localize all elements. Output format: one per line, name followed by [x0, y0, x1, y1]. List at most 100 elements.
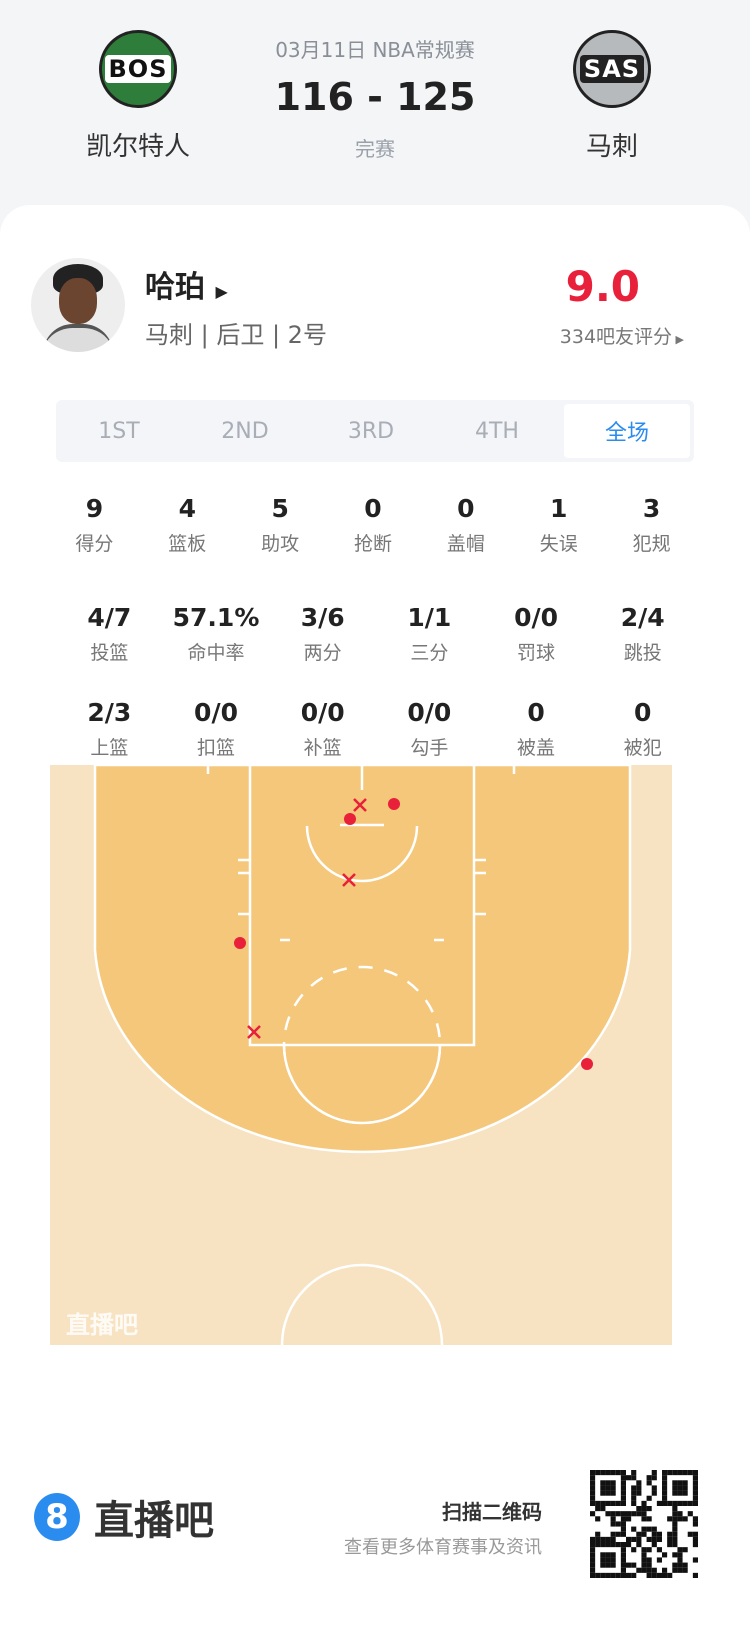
- stat-label: 被犯: [623, 737, 662, 759]
- stat-助攻: 5 助攻: [234, 494, 327, 556]
- tab-2nd[interactable]: 2ND: [221, 418, 269, 444]
- player-rating: 9.0: [565, 262, 640, 311]
- brand-name: 直播吧: [94, 1498, 214, 1544]
- missed-shot-marker: [247, 1025, 261, 1039]
- player-info: 马刺 | 后卫 | 2号: [145, 321, 327, 349]
- stats-row-basic: 9 得分 4 篮板 5 助攻 0 抢断 0 盖帽 1 失误 3 犯规: [48, 494, 698, 556]
- rating-count-link[interactable]: 334吧友评分 ▶: [559, 326, 684, 348]
- stat-label: 三分: [410, 642, 449, 664]
- stat-label: 两分: [303, 642, 342, 664]
- restricted-arc: [305, 825, 419, 883]
- court-watermark: 直播吧: [66, 1311, 138, 1339]
- match-score: 116 - 125: [274, 75, 476, 119]
- stat-label: 跳投: [623, 642, 662, 664]
- stat-跳投: 2/4 跳投: [589, 603, 696, 665]
- three-point-area: [93, 765, 632, 1154]
- stat-扣篮: 0/0 扣篮: [163, 698, 270, 760]
- stat-罚球: 0/0 罚球: [483, 603, 590, 665]
- stat-value: 2/4: [620, 603, 665, 632]
- made-shot-marker: [344, 813, 356, 825]
- stat-value: 0: [527, 698, 545, 727]
- stats-row-shot-types: 2/3 上篮 0/0 扣篮 0/0 补篮 0/0 勾手 0 被盖 0 被犯: [56, 698, 696, 760]
- missed-shot-marker: [353, 798, 367, 812]
- match-info: 03月11日 NBA常规赛 116 - 125 完赛: [225, 34, 525, 162]
- stat-命中率: 57.1% 命中率: [163, 603, 270, 665]
- stat-label: 上篮: [90, 737, 129, 759]
- qr-code[interactable]: [590, 1468, 698, 1580]
- caret-right-icon: ▶: [215, 282, 228, 301]
- away-team-logo: SAS: [573, 30, 651, 108]
- stat-盖帽: 0 盖帽: [419, 494, 512, 556]
- stat-value: 9: [85, 494, 104, 523]
- match-status: 完赛: [355, 137, 395, 161]
- stat-label: 投篮: [90, 642, 129, 664]
- stat-value: 2/3: [87, 698, 132, 727]
- free-throw-circle-bottom: [282, 1044, 442, 1125]
- period-tabs: 1ST 2ND 3RD 4TH 全场: [56, 400, 694, 462]
- stat-label: 被盖: [517, 737, 556, 759]
- stat-label: 命中率: [187, 642, 245, 664]
- stat-抢断: 0 抢断: [327, 494, 420, 556]
- stat-篮板: 4 篮板: [141, 494, 234, 556]
- away-team[interactable]: SAS 马刺: [532, 30, 692, 163]
- stat-失误: 1 失误: [512, 494, 605, 556]
- stat-label: 助攻: [261, 533, 300, 555]
- home-team-name: 凯尔特人: [85, 132, 190, 162]
- home-team-logo: BOS: [99, 30, 177, 108]
- stat-被犯: 0 被犯: [589, 698, 696, 760]
- made-shot-marker: [388, 798, 400, 810]
- stat-label: 犯规: [632, 533, 671, 555]
- stat-value: 0: [457, 494, 475, 523]
- player-name-link[interactable]: 哈珀 ▶: [145, 262, 228, 306]
- stat-value: 0/0: [194, 698, 238, 727]
- stat-value: 0/0: [407, 698, 452, 727]
- stat-label: 补篮: [303, 737, 342, 759]
- scan-qr-label: 扫描二维码: [442, 1500, 542, 1524]
- tab-full-game[interactable]: 全场: [564, 404, 690, 458]
- caret-right-icon: ▶: [672, 333, 684, 346]
- stat-value: 5: [271, 494, 289, 523]
- stat-value: 0: [633, 698, 652, 727]
- stat-label: 扣篮: [197, 737, 236, 759]
- footer-text: 扫描二维码 查看更多体育赛事及资讯: [344, 1496, 542, 1559]
- tab-3rd[interactable]: 3RD: [347, 418, 395, 444]
- stat-label: 盖帽: [446, 533, 485, 555]
- match-date-league: 03月11日 NBA常规赛: [275, 38, 475, 62]
- stat-value: 0/0: [514, 603, 558, 632]
- stat-犯规: 3 犯规: [605, 494, 698, 556]
- made-shot-marker: [581, 1058, 593, 1070]
- tab-4th[interactable]: 4TH: [475, 418, 519, 444]
- stat-label: 篮板: [168, 533, 207, 555]
- stat-两分: 3/6 两分: [269, 603, 376, 665]
- stats-row-shooting: 4/7 投篮 57.1% 命中率 3/6 两分 1/1 三分 0/0 罚球 2/4 跳投: [56, 603, 696, 665]
- brand-badge-icon: 8: [34, 1493, 80, 1541]
- stat-补篮: 0/0 补篮: [269, 698, 376, 760]
- missed-shot-marker: [342, 873, 356, 887]
- footer-subtitle: 查看更多体育赛事及资讯: [344, 1537, 542, 1558]
- shot-chart: 直播吧: [50, 765, 672, 1345]
- center-circle: [280, 1263, 444, 1345]
- stat-value: 4/7: [87, 603, 132, 632]
- stat-value: 1/1: [407, 603, 452, 632]
- stat-三分: 1/1 三分: [376, 603, 483, 665]
- player-avatar[interactable]: [31, 258, 125, 352]
- stat-label: 勾手: [410, 737, 449, 759]
- stat-value: 57.1%: [172, 603, 260, 632]
- stat-勾手: 0/0 勾手: [376, 698, 483, 760]
- stat-value: 4: [178, 494, 196, 523]
- stat-value: 0/0: [300, 698, 345, 727]
- home-team[interactable]: BOS 凯尔特人: [58, 30, 218, 163]
- stat-label: 抢断: [354, 533, 393, 555]
- stat-上篮: 2/3 上篮: [56, 698, 163, 760]
- away-team-name: 马刺: [585, 132, 638, 162]
- stat-被盖: 0 被盖: [483, 698, 590, 760]
- tab-1st[interactable]: 1ST: [98, 418, 140, 444]
- stat-value: 3: [642, 494, 661, 523]
- player-name: 哈珀: [145, 270, 205, 305]
- stat-value: 1: [550, 494, 568, 523]
- made-shot-marker: [234, 937, 246, 949]
- stat-得分: 9 得分: [48, 494, 141, 556]
- paint: [248, 765, 476, 1047]
- footer-logo: 8 直播吧: [34, 1488, 214, 1546]
- stat-value: 3/6: [300, 603, 345, 632]
